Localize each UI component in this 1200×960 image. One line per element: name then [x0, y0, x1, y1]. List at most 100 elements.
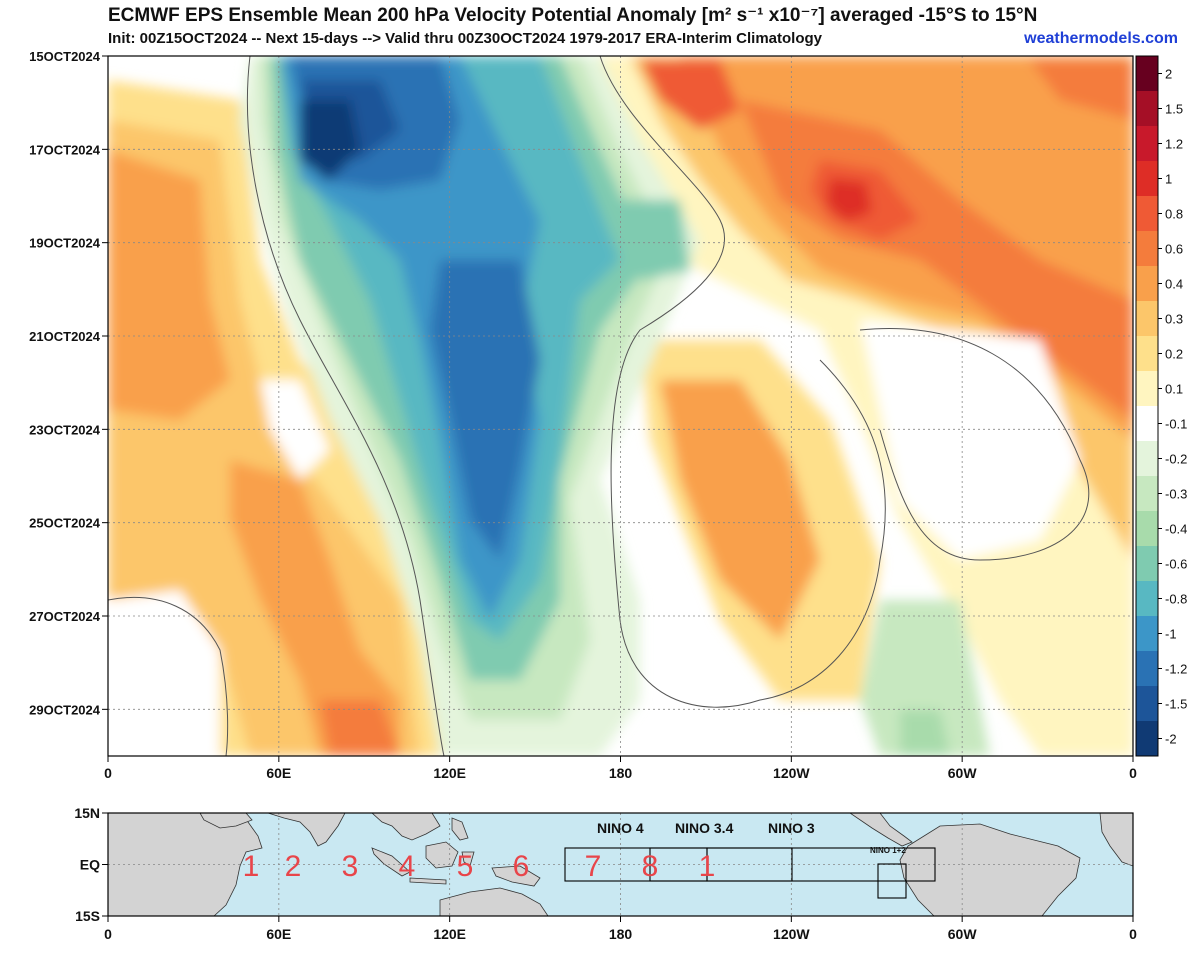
- y-tick-label: 23OCT2024: [29, 422, 101, 437]
- colorbar-swatch: [1136, 371, 1158, 407]
- chart-subtitle: Init: 00Z15OCT2024 -- Next 15-days --> V…: [108, 30, 823, 47]
- map-x-tick-label: 60W: [948, 926, 978, 942]
- map-x-tick-label: 120E: [433, 926, 466, 942]
- x-tick-label: 180: [609, 765, 633, 781]
- zero-contour-2: [108, 596, 229, 756]
- mjo-phase-label: 8: [642, 850, 659, 883]
- colorbar-swatch: [1136, 721, 1158, 757]
- x-axis: 0 60E 120E 180 120W 60W 0: [104, 756, 1137, 781]
- map-y-tick-label: 15N: [74, 805, 100, 821]
- map-y-tick-label: EQ: [80, 857, 100, 873]
- colorbar-label: 0.3: [1165, 312, 1183, 327]
- colorbar-swatch: [1136, 161, 1158, 197]
- field-band-neg-east2: [900, 710, 950, 756]
- mjo-phase-label: 5: [457, 850, 474, 883]
- colorbar-swatch: [1136, 406, 1158, 442]
- field-band-west-05b: [230, 460, 400, 756]
- field-band-neg-east: [860, 600, 990, 756]
- map-x-tick-label: 0: [1129, 926, 1137, 942]
- zero-contour-0: [246, 56, 445, 756]
- field-band-neg-mid: [600, 200, 690, 280]
- colorbar-swatch: [1136, 301, 1158, 337]
- nino12-label: NINO 1+2: [870, 846, 906, 855]
- colorbar-swatch: [1136, 56, 1158, 92]
- y-tick-label: 21OCT2024: [29, 329, 101, 344]
- arabia-landmass: [199, 813, 253, 829]
- nino3-box: [706, 847, 936, 882]
- field-neutral-w: [260, 380, 330, 480]
- field-band-west-07: [320, 700, 400, 756]
- mjo-phase-label: 2: [285, 850, 302, 883]
- field-band-ne: [1030, 60, 1133, 120]
- colorbar-label: 0.1: [1165, 382, 1183, 397]
- new-guinea-island: [491, 865, 541, 887]
- y-tick-label: 15OCT2024: [29, 49, 101, 64]
- colorbar-swatch: [1136, 581, 1158, 617]
- sulawesi-island: [461, 851, 475, 867]
- colorbar-swatch: [1136, 616, 1158, 652]
- colorbar-frame: [1135, 55, 1159, 757]
- mjo-phase-label: 6: [513, 850, 530, 883]
- colorbar-swatch: [1136, 231, 1158, 267]
- colorbar-swatch: [1136, 511, 1158, 547]
- field-band-east-08a: [640, 60, 740, 130]
- west-africa-landmass: [1099, 813, 1133, 867]
- colorbar-label: -1.5: [1165, 697, 1187, 712]
- field-neutral-east: [860, 320, 1080, 560]
- credit-link[interactable]: weathermodels.com: [1024, 30, 1178, 47]
- field-band-west-05a: [108, 150, 230, 420]
- map-x-axis: 0 60E 120E 180 120W 60W 0: [104, 916, 1137, 942]
- colorbar-label: 2: [1165, 67, 1172, 82]
- colorbar-swatch: [1136, 266, 1158, 302]
- mjo-phase-label: 1: [699, 850, 716, 883]
- map-x-tick-label: 180: [609, 926, 633, 942]
- colorbar-swatch: [1136, 126, 1158, 162]
- colorbar-label: 1: [1165, 172, 1172, 187]
- mjo-phase-label: 7: [585, 850, 602, 883]
- mjo-phase-label: 1: [243, 850, 260, 883]
- colorbar-swatch: [1136, 91, 1158, 127]
- colorbar-label: -1.2: [1165, 662, 1187, 677]
- colorbar-label: -0.3: [1165, 487, 1187, 502]
- colorbar-label: 0.6: [1165, 242, 1183, 257]
- colorbar-label: -0.1: [1165, 417, 1187, 432]
- map-x-tick-label: 120W: [773, 926, 810, 942]
- field-band-neg-11b: [430, 260, 540, 560]
- chart-title: ECMWF EPS Ensemble Mean 200 hPa Velocity…: [108, 5, 1038, 26]
- colorbar-label: 0.8: [1165, 207, 1183, 222]
- field-band-central-pos3: [660, 390, 750, 460]
- colorbar-label: -1: [1165, 627, 1177, 642]
- y-tick-label: 27OCT2024: [29, 609, 101, 624]
- sumatra-island: [371, 847, 411, 877]
- colorbar-swatch: [1136, 546, 1158, 582]
- colorbar-swatch: [1136, 441, 1158, 477]
- colorbar-label: 0.2: [1165, 347, 1183, 362]
- x-tick-label: 0: [104, 765, 112, 781]
- map-x-tick-label: 0: [104, 926, 112, 942]
- colorbar-swatch: [1136, 196, 1158, 232]
- central-america-landmass: [849, 813, 913, 847]
- y-tick-label: 29OCT2024: [29, 702, 101, 717]
- mjo-phase-label: 4: [399, 850, 416, 883]
- java-island: [409, 877, 447, 885]
- map-x-tick-label: 60E: [266, 926, 291, 942]
- india-landmass: [267, 813, 346, 847]
- y-tick-label: 25OCT2024: [29, 516, 101, 531]
- zero-contour-3: [859, 328, 1090, 561]
- colorbar-swatch: [1136, 651, 1158, 687]
- x-tick-label: 120W: [773, 765, 810, 781]
- x-tick-label: 60E: [266, 765, 291, 781]
- colorbar-swatch: [1136, 476, 1158, 512]
- x-tick-label: 120E: [433, 765, 466, 781]
- colorbar-swatch: [1136, 336, 1158, 372]
- colorbar-swatch: [1136, 686, 1158, 722]
- australia-landmass: [439, 887, 549, 916]
- nino4-label: NINO 4: [597, 820, 644, 836]
- mjo-phase-label: 3: [342, 850, 359, 883]
- y-tick-label: 17OCT2024: [29, 142, 101, 157]
- colorbar-label: 1.2: [1165, 137, 1183, 152]
- colorbar-label: -0.4: [1165, 522, 1187, 537]
- field-neutral-sw: [108, 590, 220, 756]
